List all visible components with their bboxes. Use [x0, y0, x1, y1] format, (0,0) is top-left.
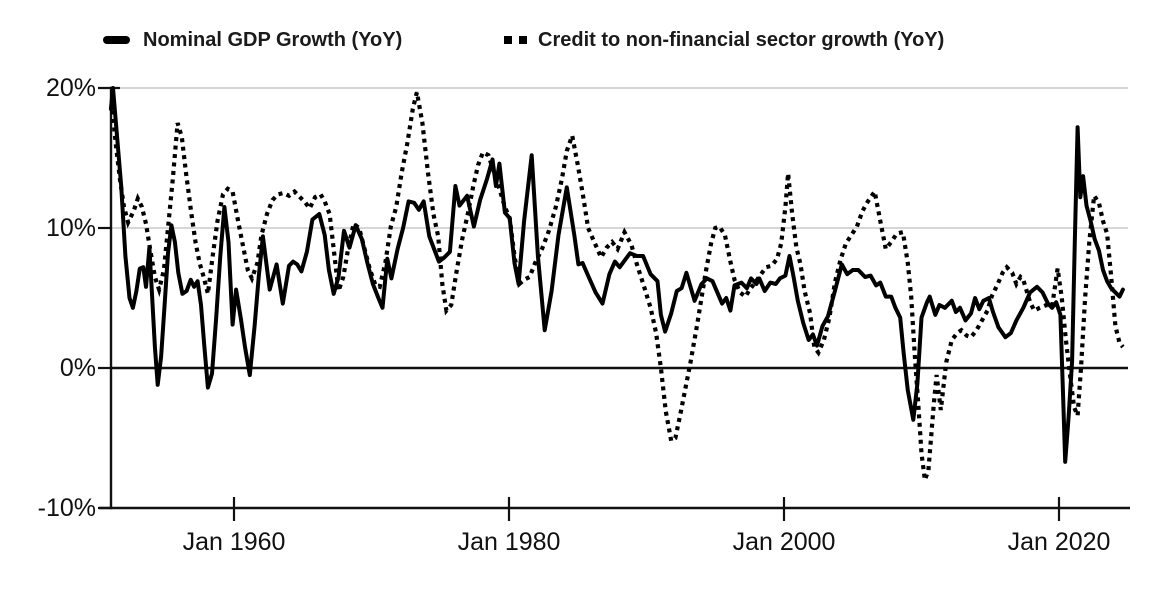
legend-item-gdp: Nominal GDP Growth (YoY) [103, 28, 402, 52]
y-tick-label-20: 20% [45, 74, 96, 102]
x-tick-label-2020: Jan 2020 [1007, 528, 1111, 556]
legend-item-credit: Credit to non-financial sector growth (Y… [504, 28, 944, 52]
x-tick-label-1960: Jan 1960 [182, 528, 286, 556]
legend-label-gdp: Nominal GDP Growth (YoY) [143, 28, 403, 51]
y-tick-label-10: 10% [45, 214, 96, 242]
legend-label-credit: Credit to non-financial sector growth (Y… [538, 28, 945, 51]
x-tick-label-1980: Jan 1980 [457, 528, 561, 556]
dotted-line-legend-marker [504, 36, 527, 44]
series-layer [108, 86, 1125, 481]
credit-line [109, 91, 1125, 481]
y-tick-label-neg10: -10% [37, 494, 96, 522]
gdp-line [108, 86, 1125, 464]
solid-line-legend-marker [103, 36, 130, 44]
x-tick-label-2000: Jan 2000 [732, 528, 836, 556]
y-tick-label-0: 0% [59, 354, 96, 382]
